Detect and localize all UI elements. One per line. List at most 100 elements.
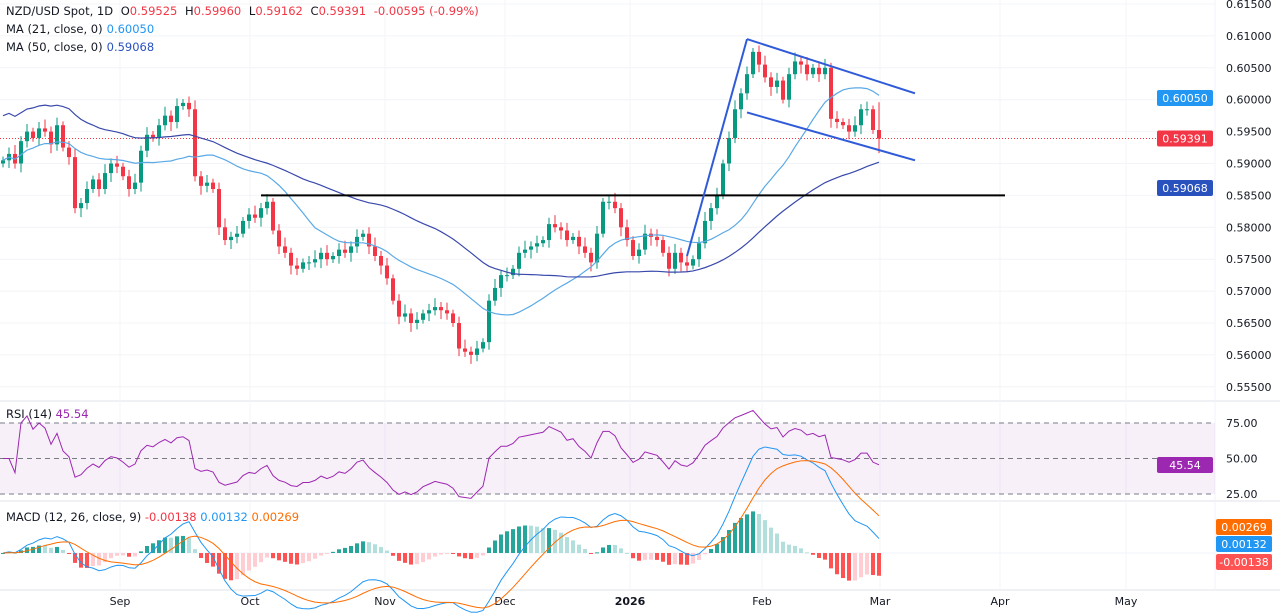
low-label: L <box>248 4 256 18</box>
symbol-label: NZD/USD Spot, 1D <box>6 4 114 18</box>
macd-histogram-bar <box>613 544 617 553</box>
macd-histogram-bar <box>721 537 725 553</box>
candle <box>91 175 95 193</box>
candle-body <box>277 230 281 247</box>
candle <box>793 52 797 80</box>
macd-histogram-bar <box>565 537 569 553</box>
candle-body <box>535 243 539 247</box>
date-tick: Dec <box>494 595 515 608</box>
candle <box>547 217 551 248</box>
macd-histogram-bar <box>805 552 809 554</box>
candle-body <box>361 233 365 237</box>
macd-histogram-bar <box>271 553 275 559</box>
price-tick: 0.56500 <box>1226 317 1272 330</box>
macd-histogram-bar <box>841 553 845 579</box>
candle <box>337 243 341 264</box>
candle-body <box>445 310 449 314</box>
candle <box>67 141 71 165</box>
macd-histogram-bar <box>835 553 839 575</box>
candle-body <box>319 252 323 260</box>
ma50-price-badge: 0.59068 <box>1162 182 1208 195</box>
macd-histogram-bar <box>103 553 107 563</box>
macd-histogram-bar <box>769 527 773 553</box>
candle-body <box>337 249 341 257</box>
candle <box>151 130 155 142</box>
rsi-value: 45.54 <box>55 407 89 421</box>
macd-histogram-bar <box>127 553 131 557</box>
macd-histogram-bar <box>373 544 377 553</box>
macd-histogram-bar <box>289 553 293 564</box>
candle <box>775 72 779 94</box>
candle <box>385 257 389 285</box>
candle-body <box>91 179 95 190</box>
candle <box>205 174 209 193</box>
macd-histogram-bar <box>355 543 359 553</box>
macd-histogram-bar <box>109 553 113 559</box>
candle <box>661 236 665 257</box>
candle <box>841 118 845 130</box>
low-value: L0.59162 <box>249 4 303 18</box>
candle-body <box>769 77 773 87</box>
candle <box>379 250 383 275</box>
macd-histogram-bar <box>133 553 137 557</box>
candle <box>643 224 647 255</box>
candle-body <box>511 268 515 276</box>
macd-histogram-bar <box>619 548 623 553</box>
macd-histogram-bar <box>715 544 719 553</box>
candle <box>301 258 305 273</box>
candle <box>757 45 761 73</box>
macd-histogram-bar <box>229 553 233 581</box>
macd-histogram-bar <box>493 540 497 553</box>
candle-body <box>199 176 203 186</box>
candle <box>577 230 581 255</box>
candle-body <box>217 189 221 228</box>
candle <box>241 217 245 238</box>
candle-body <box>469 351 473 355</box>
macd-histogram-bar <box>781 541 785 553</box>
candle-body <box>799 61 803 65</box>
macd-histogram-bar <box>223 553 227 579</box>
candle <box>733 100 737 144</box>
candle <box>55 117 59 151</box>
candle-body <box>775 80 779 87</box>
macd-histogram-bar <box>631 553 635 559</box>
candle-body <box>55 125 59 145</box>
candle <box>193 100 197 182</box>
candle-body <box>175 106 179 123</box>
candle-body <box>67 147 71 158</box>
candle-body <box>607 201 611 203</box>
macd-histogram-bar <box>181 535 185 553</box>
candle <box>247 208 251 229</box>
candle-body <box>475 348 479 355</box>
candle-body <box>877 130 881 139</box>
rsi-line <box>3 409 880 499</box>
macd-histogram-bar <box>517 526 521 553</box>
candle <box>451 309 455 327</box>
candle-body <box>427 310 431 314</box>
candle-body <box>367 233 371 247</box>
open-value: O0.59525 <box>121 4 178 18</box>
candle <box>115 155 119 174</box>
macd-histogram-bar <box>247 553 251 571</box>
macd-histogram-bar <box>871 553 875 575</box>
price-tick: 0.61500 <box>1226 0 1272 11</box>
candle <box>853 116 857 137</box>
candle-body <box>679 252 683 263</box>
candle-body <box>871 109 875 131</box>
ma21-legend: MA (21, close, 0) 0.60050 <box>6 22 158 36</box>
candle-body <box>835 118 839 123</box>
macd-line-badge: 0.00132 <box>1221 538 1267 551</box>
macd-histogram-bar <box>697 553 701 561</box>
candle-body <box>283 246 287 253</box>
macd-histogram-bar <box>655 553 659 560</box>
candle-body <box>451 313 455 323</box>
macd-histogram-bar <box>217 553 221 574</box>
candle-body <box>121 166 125 177</box>
macd-histogram-bar <box>427 553 431 560</box>
macd-histogram-bar <box>667 553 671 565</box>
macd-histogram-bar <box>793 545 797 553</box>
macd-line <box>2 446 880 613</box>
macd-histogram-bar <box>679 553 683 565</box>
candle-body <box>637 249 641 257</box>
